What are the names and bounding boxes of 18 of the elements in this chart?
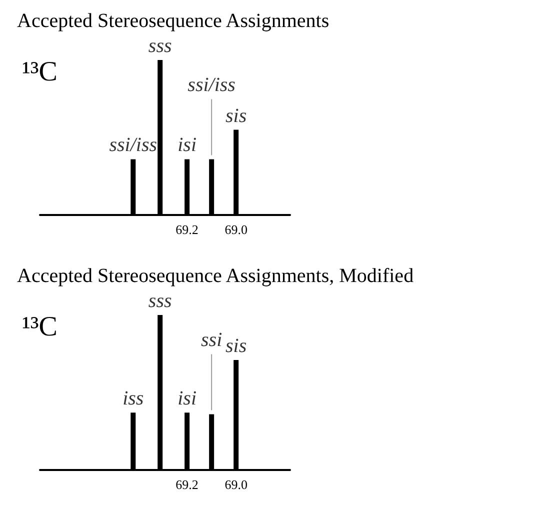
chart-title: Accepted Stereosequence Assignments, Modified	[17, 265, 414, 287]
annotation: ¹³C	[22, 312, 58, 342]
x-tick-label: 69.2	[176, 222, 198, 237]
annotation: sss	[148, 35, 172, 57]
annotation: sss	[148, 290, 172, 312]
annotation: ssi/iss	[188, 74, 236, 96]
x-tick-label: 69.2	[176, 477, 198, 492]
x-tick-label: 69.0	[224, 477, 248, 492]
annotation: ¹³C	[22, 56, 58, 88]
annotation: isi	[178, 134, 197, 156]
annotation: isi	[178, 388, 197, 410]
annotation: ssi/iss	[109, 134, 158, 156]
annotation: sis	[226, 334, 247, 357]
annotation: iss	[122, 388, 144, 410]
annotation: sis	[226, 104, 247, 127]
chart-title: Accepted Stereosequence Assignments	[17, 10, 330, 32]
x-tick-label: 69.0	[224, 222, 248, 237]
annotation: ssi	[201, 329, 222, 352]
